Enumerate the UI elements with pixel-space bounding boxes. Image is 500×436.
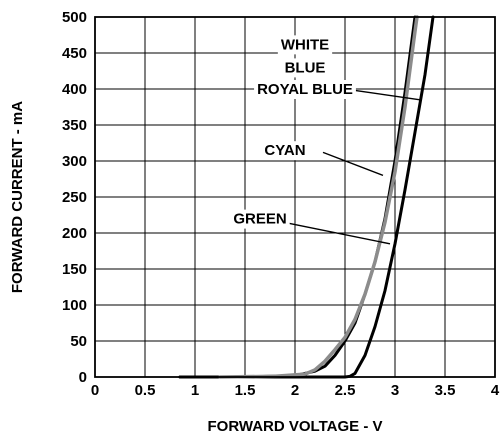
annotation-label: WHITE <box>277 35 333 55</box>
annotation-text: ROYAL BLUE <box>257 81 353 98</box>
annotation-label-bg <box>281 58 329 78</box>
y-tick-labels: 0 50 100 150 200 250 300 350 400 450 500 <box>62 9 87 386</box>
x-tick-label: 3.5 <box>435 382 456 399</box>
y-tick-label: 350 <box>62 117 87 134</box>
x-axis-title: FORWARD VOLTAGE - V <box>208 418 383 435</box>
annotation-label-bg <box>230 209 290 229</box>
x-tick-label: 2.5 <box>335 382 356 399</box>
annotation-label-bg <box>254 80 356 99</box>
annotation-text: CYAN <box>264 142 305 159</box>
x-tick-label: 2 <box>291 382 299 399</box>
plot-frame <box>94 16 496 378</box>
y-tick-label: 100 <box>62 297 87 314</box>
annotation-label: BLUE <box>281 58 329 78</box>
y-tick-label: 450 <box>62 45 87 62</box>
x-tick-labels: 0 0.5 1 1.5 2 2.5 3 3.5 4 <box>91 382 500 399</box>
x-tick-label: 3 <box>391 382 399 399</box>
y-tick-label: 400 <box>62 81 87 98</box>
annotation-leader-line <box>322 151 384 177</box>
y-tick-label: 0 <box>79 369 87 386</box>
y-tick-label: 150 <box>62 261 87 278</box>
y-tick-label: 50 <box>70 333 87 350</box>
annotation-label: CYAN <box>261 141 309 161</box>
y-tick-label: 200 <box>62 225 87 242</box>
annotation-label: ROYAL BLUE <box>254 80 356 99</box>
annotation-leaders <box>286 89 421 245</box>
annotation-text: BLUE <box>285 59 326 76</box>
annotation-text: WHITE <box>281 36 329 53</box>
annotations: WHITE BLUE ROYAL BLUE CYAN GREEN <box>230 35 356 229</box>
annotation-label: GREEN <box>230 209 290 229</box>
annotation-label-bg <box>261 141 309 161</box>
y-axis-title: FORWARD CURRENT - mA <box>9 101 26 293</box>
y-tick-label: 250 <box>62 189 87 206</box>
x-tick-label: 4 <box>491 382 500 399</box>
x-tick-label: 0 <box>91 382 99 399</box>
y-tick-label: 500 <box>62 9 87 26</box>
annotation-leader-line <box>286 222 391 245</box>
annotation-text: GREEN <box>233 211 286 228</box>
annotation-leader-line <box>354 89 421 101</box>
x-tick-label: 0.5 <box>135 382 156 399</box>
annotation-label-bg <box>277 35 333 55</box>
series-curve-2 <box>218 15 419 379</box>
x-tick-label: 1 <box>191 382 199 399</box>
y-tick-label: 300 <box>62 153 87 170</box>
x-tick-label: 1.5 <box>235 382 256 399</box>
